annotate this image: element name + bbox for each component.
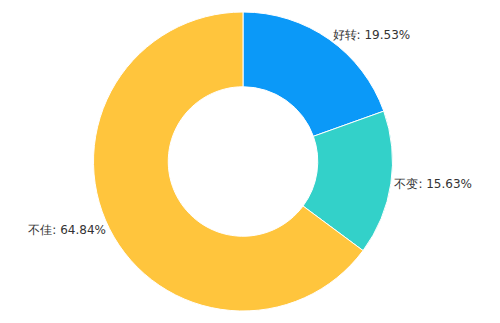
svg-text:不佳: 64.84%: 不佳: 64.84% <box>28 223 106 237</box>
svg-text:不变: 15.63%: 不变: 15.63% <box>394 177 472 191</box>
svg-text:好转: 19.53%: 好转: 19.53% <box>333 28 411 42</box>
